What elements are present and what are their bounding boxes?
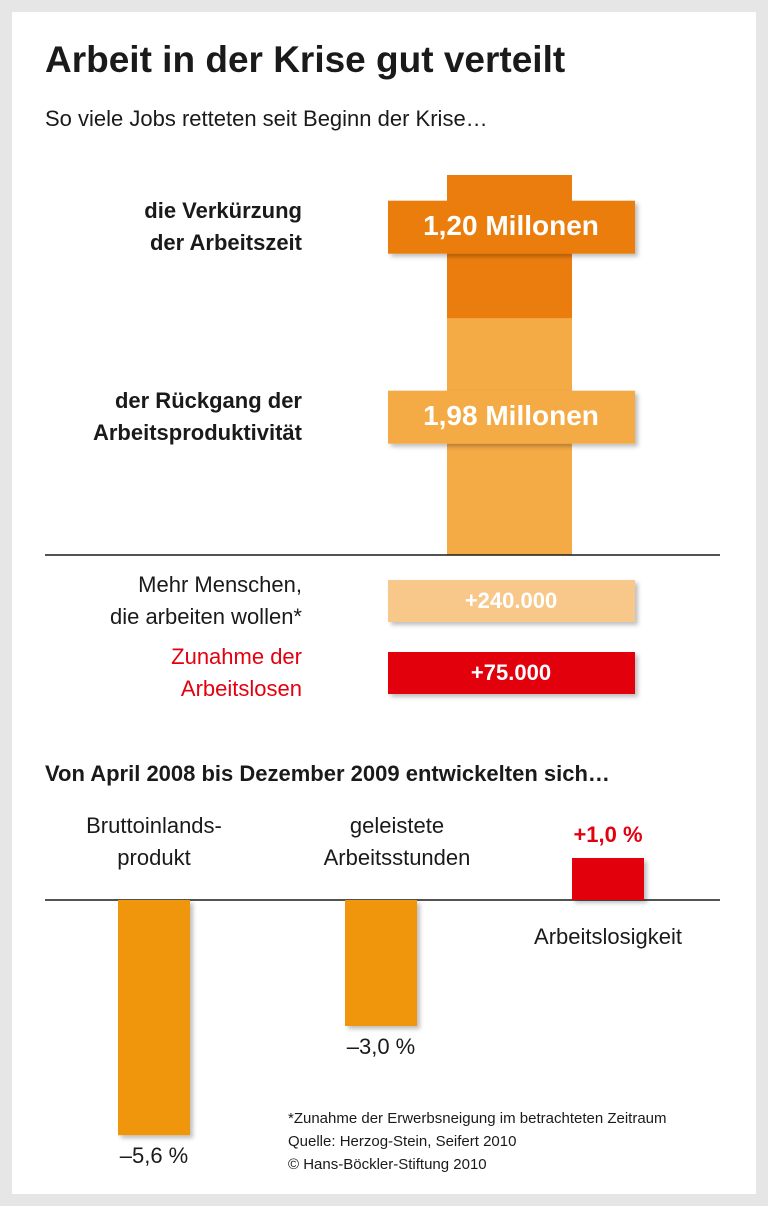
value-label: –3,0 % xyxy=(347,1034,416,1059)
value-label: +1,0 % xyxy=(573,822,642,847)
extra-box xyxy=(388,580,635,622)
chart-title: Von April 2008 bis Dezember 2009 entwick… xyxy=(45,761,610,786)
title: Arbeit in der Krise gut verteilt xyxy=(45,39,566,80)
category-label: Arbeitslosigkeit xyxy=(534,924,682,949)
extra-value-label: +240.000 xyxy=(465,588,557,613)
value-label: –5,6 % xyxy=(120,1143,189,1168)
subtitle: So viele Jobs retteten seit Beginn der K… xyxy=(45,106,488,131)
value-box xyxy=(388,200,635,254)
series-label: der Rückgang der Arbeitsproduktivität xyxy=(92,387,302,445)
note: © Hans-Böckler-Stiftung 2010 xyxy=(288,1156,487,1173)
bar xyxy=(118,900,190,1136)
category-label: geleistete Arbeitsstunden xyxy=(323,813,471,870)
note: *Zunahme der Erwerbsneigung im betrachte… xyxy=(288,1110,667,1127)
extra-label: Zunahme der Arbeitslosen xyxy=(171,644,302,701)
value-label: 1,20 Millonen xyxy=(423,210,599,241)
series-label: die Verkürzung der Arbeitszeit xyxy=(144,197,302,255)
bar xyxy=(345,900,417,1026)
note: Quelle: Herzog-Stein, Seifert 2010 xyxy=(288,1133,517,1150)
extra-value-label: +75.000 xyxy=(471,660,551,685)
extra-box xyxy=(388,652,635,694)
category-label: Bruttoinlands- produkt xyxy=(86,813,222,870)
extra-label: Mehr Menschen, die arbeiten wollen* xyxy=(109,572,302,629)
value-box xyxy=(388,390,635,444)
bar xyxy=(572,858,644,900)
value-label: 1,98 Millonen xyxy=(423,400,599,431)
